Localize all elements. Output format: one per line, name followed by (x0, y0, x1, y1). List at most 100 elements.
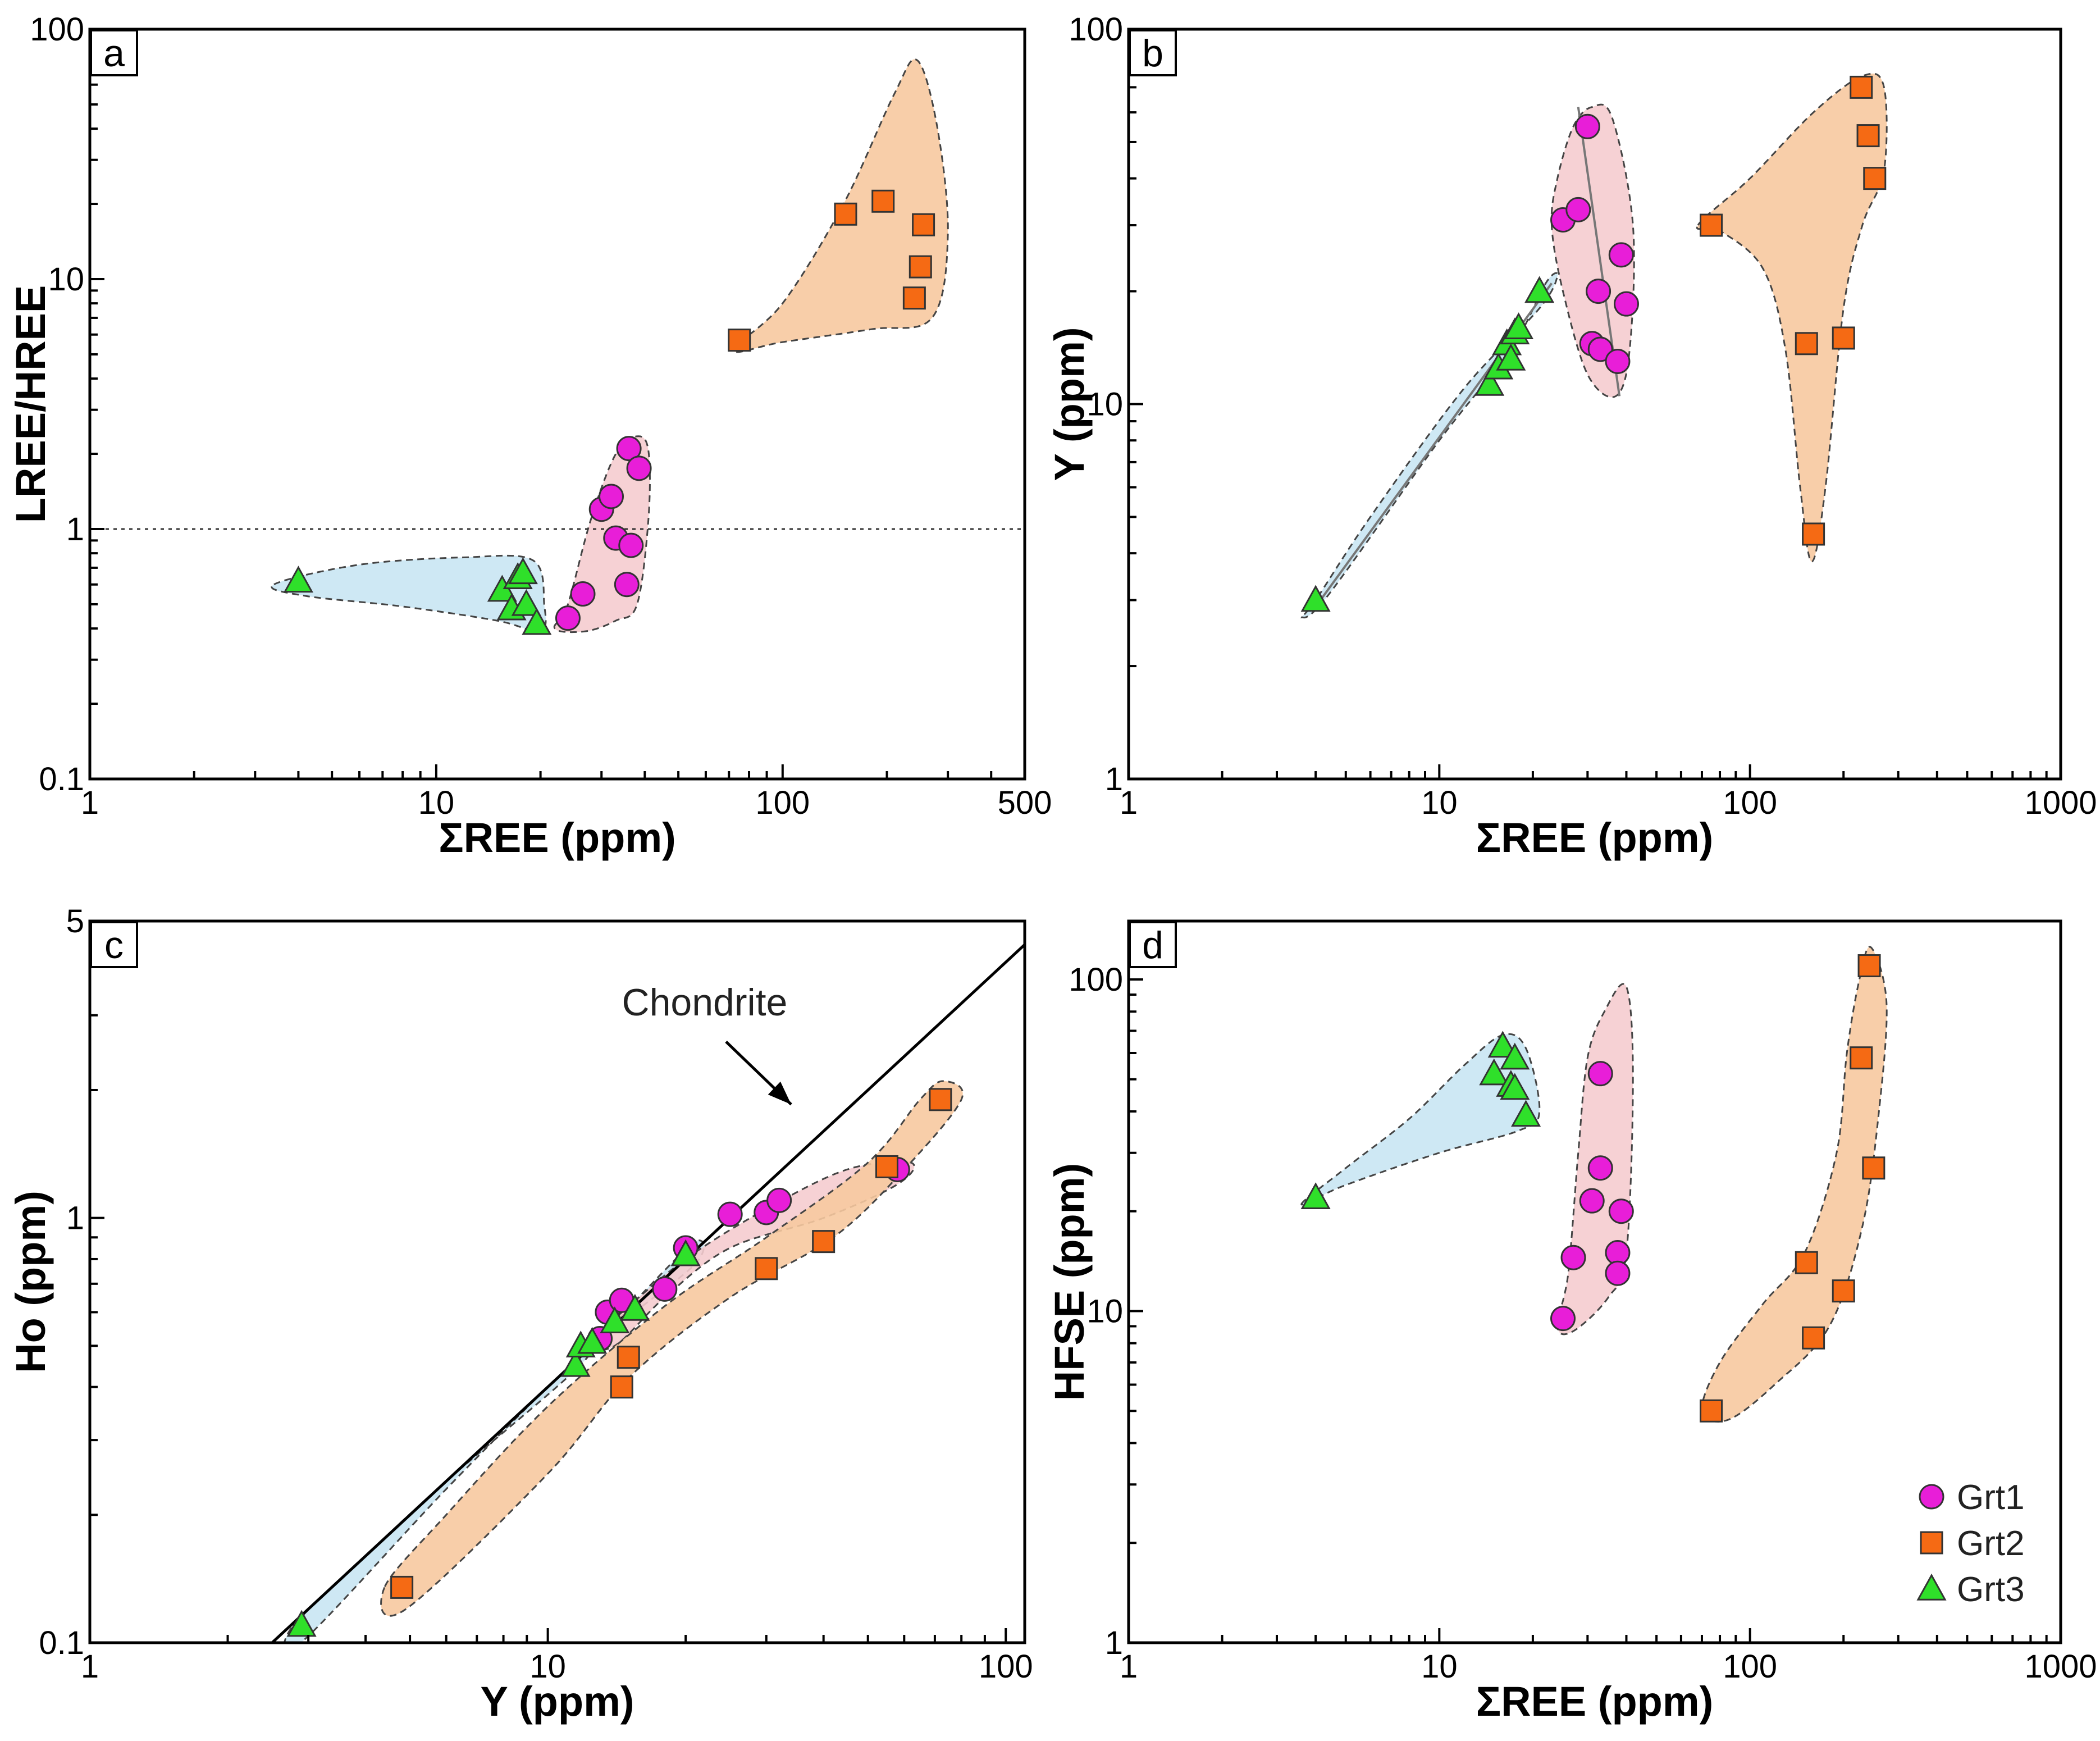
point-grt1 (717, 1201, 743, 1227)
point-grt1 (618, 532, 644, 558)
point-grt2 (617, 1346, 640, 1369)
x-tick-label: 10 (1421, 1648, 1458, 1685)
point-grt3 (508, 557, 538, 585)
series-grt3-b (1300, 276, 1555, 612)
panel-letter-box (90, 921, 138, 968)
point-grt3 (1496, 343, 1526, 371)
point-grt1 (570, 581, 596, 607)
point-grt3 (1500, 1042, 1530, 1070)
point-grt1 (1579, 1188, 1605, 1214)
y-tick-label: 1 (66, 1200, 84, 1237)
x-tick-label: 1 (1120, 1648, 1138, 1685)
x-axis-label: ΣREE (ppm) (1476, 814, 1714, 861)
point-grt1 (1613, 291, 1639, 317)
x-tick-label: 1 (81, 1648, 99, 1685)
series-grt1-d (1550, 1061, 1634, 1332)
y-axis-label: HFSE (ppm) (1046, 1163, 1093, 1401)
point-grt2 (834, 202, 857, 226)
point-grt3 (1474, 368, 1505, 396)
series-grt3-d (1300, 1031, 1541, 1209)
point-grt2 (1856, 124, 1880, 148)
point-grt2 (875, 1155, 898, 1178)
y-axis-label: Y (ppm) (1046, 327, 1093, 481)
plot-area-a (90, 58, 1025, 635)
plot-frame (88, 28, 1026, 781)
point-grt2 (1832, 1279, 1855, 1303)
point-grt2 (1802, 522, 1825, 546)
legend-label: Grt2 (1957, 1524, 2025, 1563)
legend-marker-grt3 (1916, 1573, 1947, 1601)
legend-marker-grt1 (1919, 1484, 1944, 1510)
plot-area-b (1300, 72, 1888, 619)
series-grt1-b (1550, 113, 1639, 374)
point-grt3 (560, 1350, 591, 1377)
point-grt2 (1795, 1251, 1818, 1274)
legend: Grt1 Grt2 Grt3 (1916, 1478, 2025, 1609)
series-grt3-c (286, 1239, 701, 1637)
legend-item-grt3: Grt3 (1916, 1570, 2025, 1609)
plot-frame (1127, 919, 2062, 1644)
point-grt1 (652, 1276, 678, 1302)
point-grt1 (1565, 197, 1591, 222)
x-tick-label: 100 (1723, 1648, 1777, 1685)
point-grt3 (1479, 1058, 1509, 1086)
y-tick-label: 5 (66, 903, 84, 940)
point-grt2 (871, 189, 895, 213)
y-tick-label: 100 (1069, 11, 1123, 48)
point-grt1 (1608, 242, 1634, 268)
point-grt1 (616, 436, 642, 462)
series-grt2-c (390, 1088, 952, 1599)
panel-letter-box (1129, 921, 1177, 968)
series-grt2-d (1700, 954, 1886, 1423)
chondrite-line (271, 944, 1025, 1643)
x-tick-label: 10 (529, 1648, 566, 1685)
point-grt3 (1511, 1100, 1541, 1127)
point-grt2 (912, 213, 935, 236)
point-grt2 (728, 329, 751, 352)
point-grt3 (670, 1239, 701, 1266)
point-grt1 (1550, 1306, 1576, 1332)
y-tick-label: 1 (1105, 761, 1123, 797)
x-tick-label: 100 (1723, 785, 1777, 821)
point-grt2 (1832, 326, 1855, 350)
point-grt3 (1300, 1182, 1331, 1209)
point-grt1 (1587, 1155, 1613, 1181)
plot-area-d (1300, 946, 1888, 1423)
point-grt2 (1795, 332, 1818, 356)
legend-item-grt1: Grt1 (1919, 1478, 2025, 1517)
x-tick-label: 1 (1120, 785, 1138, 821)
point-grt2 (755, 1257, 778, 1280)
point-grt2 (929, 1088, 952, 1111)
x-tick-label: 1000 (2024, 785, 2097, 821)
point-grt3 (1500, 1073, 1530, 1100)
point-grt1 (1574, 113, 1600, 139)
point-grt2 (1802, 1326, 1825, 1350)
chondrite-annotation: Chondrite (622, 981, 787, 1024)
plot-frame (88, 919, 1026, 1644)
point-grt2 (1850, 75, 1873, 99)
legend-label: Grt3 (1957, 1570, 2025, 1609)
y-tick-label: 0.1 (39, 1625, 84, 1661)
point-grt1 (1560, 1245, 1586, 1270)
panel-letter-box (90, 29, 138, 76)
y-axis-label: Ho (ppm) (7, 1191, 54, 1373)
point-grt1 (1605, 348, 1631, 374)
point-grt3 (1504, 312, 1534, 339)
point-grt1 (1586, 279, 1611, 304)
y-tick-label: 100 (30, 11, 84, 48)
y-tick-label: 1 (1105, 1625, 1123, 1661)
x-tick-label: 10 (418, 785, 455, 821)
x-tick-label: 1000 (2024, 1648, 2097, 1685)
panel-letter: c (104, 924, 124, 967)
x-axis-label: Y (ppm) (480, 1678, 634, 1725)
point-grt3 (577, 1327, 608, 1354)
x-axis-label: ΣREE (ppm) (439, 814, 676, 861)
y-tick-label: 10 (48, 261, 84, 298)
field-grt2-c (380, 1080, 964, 1617)
point-grt2 (1863, 167, 1887, 190)
x-tick-label: 100 (979, 1648, 1033, 1685)
plot-area-c (271, 944, 1025, 1643)
